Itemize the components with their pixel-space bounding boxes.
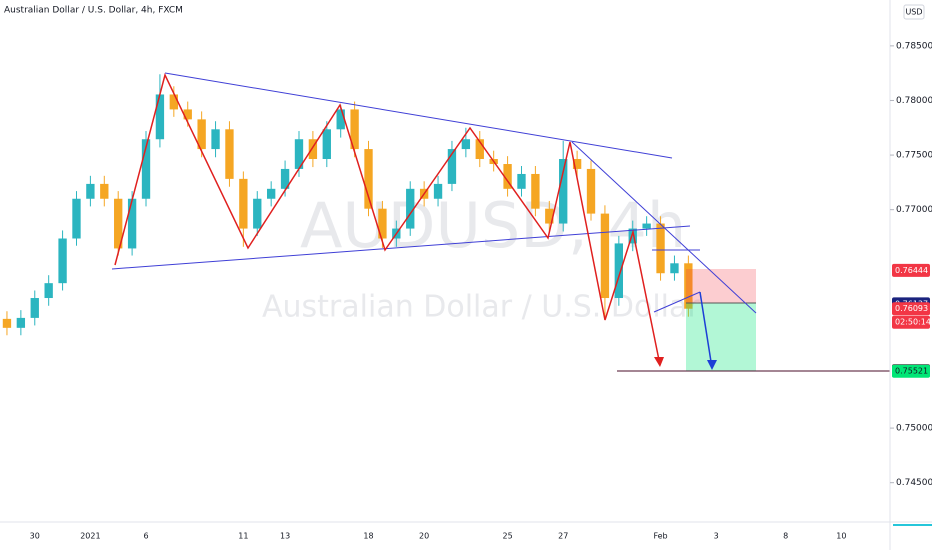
y-tick-label: 0.77000 xyxy=(896,205,932,215)
candle-body xyxy=(253,198,262,229)
candle-body xyxy=(586,168,596,214)
candle-body xyxy=(322,129,331,160)
candle-body xyxy=(461,139,471,150)
candle-body xyxy=(100,183,109,199)
candle-body xyxy=(16,317,26,328)
zigzag xyxy=(114,72,661,366)
candle-body xyxy=(183,109,192,120)
y-tick-label: 0.78000 xyxy=(896,96,932,106)
y-tick-label: 0.75000 xyxy=(896,424,932,434)
candle-body xyxy=(572,159,582,169)
trendline xyxy=(571,141,757,314)
candle-body xyxy=(433,183,443,199)
x-tick-label: 6 xyxy=(143,532,148,541)
candle-body xyxy=(378,208,387,239)
candle-body xyxy=(30,298,39,318)
candle-body xyxy=(364,149,373,209)
candle-body xyxy=(114,198,123,249)
x-tick-label: 13 xyxy=(280,532,290,541)
candle-body xyxy=(517,173,526,189)
x-tick-label: Feb xyxy=(653,532,667,541)
candle-body xyxy=(600,213,610,299)
candle-body xyxy=(475,139,484,160)
candle-body xyxy=(2,318,12,328)
candle-body xyxy=(336,109,345,130)
chart-title: Australian Dollar / U.S. Dollar, 4h, FXC… xyxy=(4,6,183,16)
x-tick-label: 18 xyxy=(363,532,373,541)
candle-body xyxy=(531,173,540,209)
trendline xyxy=(164,72,673,159)
y-tick-label: 0.74500 xyxy=(896,478,932,488)
price-label: 0.76444 xyxy=(895,266,928,275)
candle-body xyxy=(86,183,95,199)
countdown-bg xyxy=(892,315,930,329)
trendline xyxy=(653,291,701,313)
y-tick-label: 0.77500 xyxy=(896,151,932,161)
candle-body xyxy=(503,164,512,189)
plot-area xyxy=(2,74,693,336)
candle-body xyxy=(169,94,178,110)
countdown: 02:50:14 xyxy=(895,318,931,327)
x-tick-label: 20 xyxy=(419,532,429,541)
x-tick-label: 3 xyxy=(714,532,719,541)
x-tick-label: 10 xyxy=(836,532,846,541)
projection-arrow xyxy=(699,291,713,369)
currency-button[interactable] xyxy=(903,4,925,20)
candle-body xyxy=(127,198,137,249)
arrow-head xyxy=(707,360,717,370)
candle-body xyxy=(72,198,81,239)
y-tick-label: 0.78500 xyxy=(896,41,932,51)
currency-label: USD xyxy=(905,8,922,17)
price-label-bg xyxy=(892,302,930,316)
price-label-bg xyxy=(892,263,930,277)
candle-body xyxy=(642,223,651,229)
candle-body xyxy=(58,238,67,284)
candle-body xyxy=(225,129,234,179)
candle-body xyxy=(406,188,415,229)
drawings xyxy=(111,72,890,372)
candle-body xyxy=(670,263,679,274)
x-tick-label: 25 xyxy=(502,532,512,541)
candle-body xyxy=(155,94,165,140)
candle-body xyxy=(239,178,248,229)
candle-body xyxy=(267,188,276,199)
candle-body xyxy=(350,109,359,150)
candle-body xyxy=(197,119,206,150)
trendline xyxy=(111,225,691,270)
price-label: 0.76093 xyxy=(895,304,928,313)
price-label: 0.75521 xyxy=(895,367,928,376)
candle-body xyxy=(545,208,554,224)
candle-body xyxy=(628,228,637,244)
x-tick-label: 27 xyxy=(558,532,568,541)
x-tick-label: 11 xyxy=(238,532,248,541)
candle-body xyxy=(656,223,665,274)
candle-body xyxy=(447,149,457,184)
candle-body xyxy=(211,129,220,150)
watermark-subtitle: Australian Dollar / U.S. Dollar xyxy=(262,290,700,325)
candle-body xyxy=(559,159,568,224)
candle-body xyxy=(684,263,693,309)
target-zone xyxy=(686,303,756,371)
candle-body xyxy=(614,243,623,299)
candle-body xyxy=(308,139,318,160)
x-tick-label: 30 xyxy=(30,532,40,541)
price-label-bg xyxy=(892,364,930,378)
candle-body xyxy=(44,283,53,299)
stop-zone xyxy=(686,269,756,303)
x-tick-label: 8 xyxy=(783,532,788,541)
candle-body xyxy=(280,168,290,189)
arrow-head xyxy=(654,357,664,367)
x-tick-label: 2021 xyxy=(80,532,100,541)
candle-body xyxy=(294,139,304,169)
candle-body xyxy=(141,139,151,199)
